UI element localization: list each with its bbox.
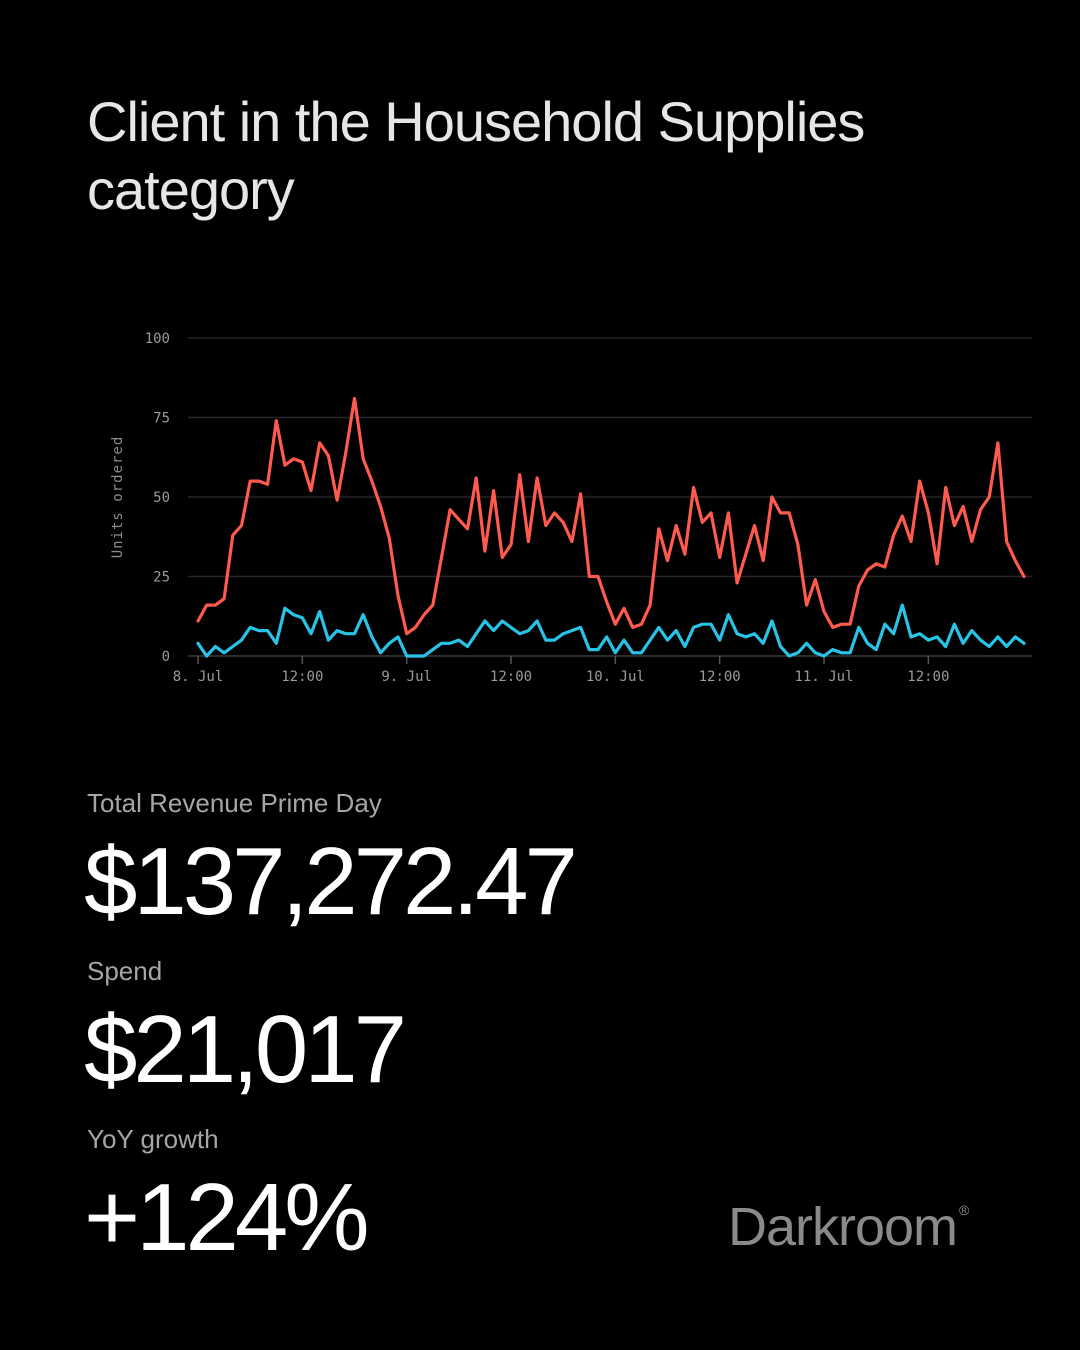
units-ordered-line-chart: 0 25 50 75 100 8. Jul 12:00 9. Jul 12:00 10. Jul…	[110, 331, 1032, 685]
yoy-growth-label: YoY growth	[87, 1124, 219, 1154]
series-line-1	[196, 396, 1026, 636]
series-line-2	[196, 603, 1026, 658]
brand-name: Darkroom	[728, 1197, 958, 1257]
chart-grid	[188, 337, 1032, 657]
x-tick-label: 12:00	[281, 669, 323, 685]
darkroom-logo: Darkroom ®	[728, 1196, 969, 1258]
y-axis-ticks: 0 25 50 75 100	[145, 331, 170, 665]
y-tick-label: 25	[153, 570, 170, 586]
y-tick-label: 50	[153, 490, 170, 506]
yoy-growth-value: +124%	[84, 1164, 370, 1271]
y-tick-label: 0	[162, 649, 170, 665]
y-tick-label: 75	[153, 411, 170, 427]
spend-label: Spend	[87, 956, 163, 986]
x-tick-label: 10. Jul	[586, 669, 645, 685]
page-title: Client in the Household Supplies categor…	[87, 88, 1007, 224]
page-title-line-2: category	[87, 158, 295, 221]
total-revenue-value: $137,272.47	[84, 828, 578, 935]
page-title-line-1: Client in the Household Supplies	[87, 90, 865, 153]
spend-value: $21,017	[84, 996, 407, 1103]
x-axis-ticks: 8. Jul 12:00 9. Jul 12:00 10. Jul 12:00 11. Ju…	[173, 656, 949, 685]
total-revenue-label: Total Revenue Prime Day	[87, 788, 382, 818]
y-axis-label: Units ordered	[110, 436, 126, 559]
x-tick-label: 9. Jul	[381, 669, 432, 685]
x-tick-label: 11. Jul	[795, 669, 854, 685]
y-tick-label: 100	[145, 331, 170, 347]
x-tick-label: 12:00	[907, 669, 949, 685]
x-tick-label: 12:00	[699, 669, 741, 685]
chart-series	[196, 396, 1026, 658]
registered-mark: ®	[959, 1202, 969, 1218]
x-tick-label: 12:00	[490, 669, 532, 685]
x-tick-label: 8. Jul	[173, 669, 224, 685]
